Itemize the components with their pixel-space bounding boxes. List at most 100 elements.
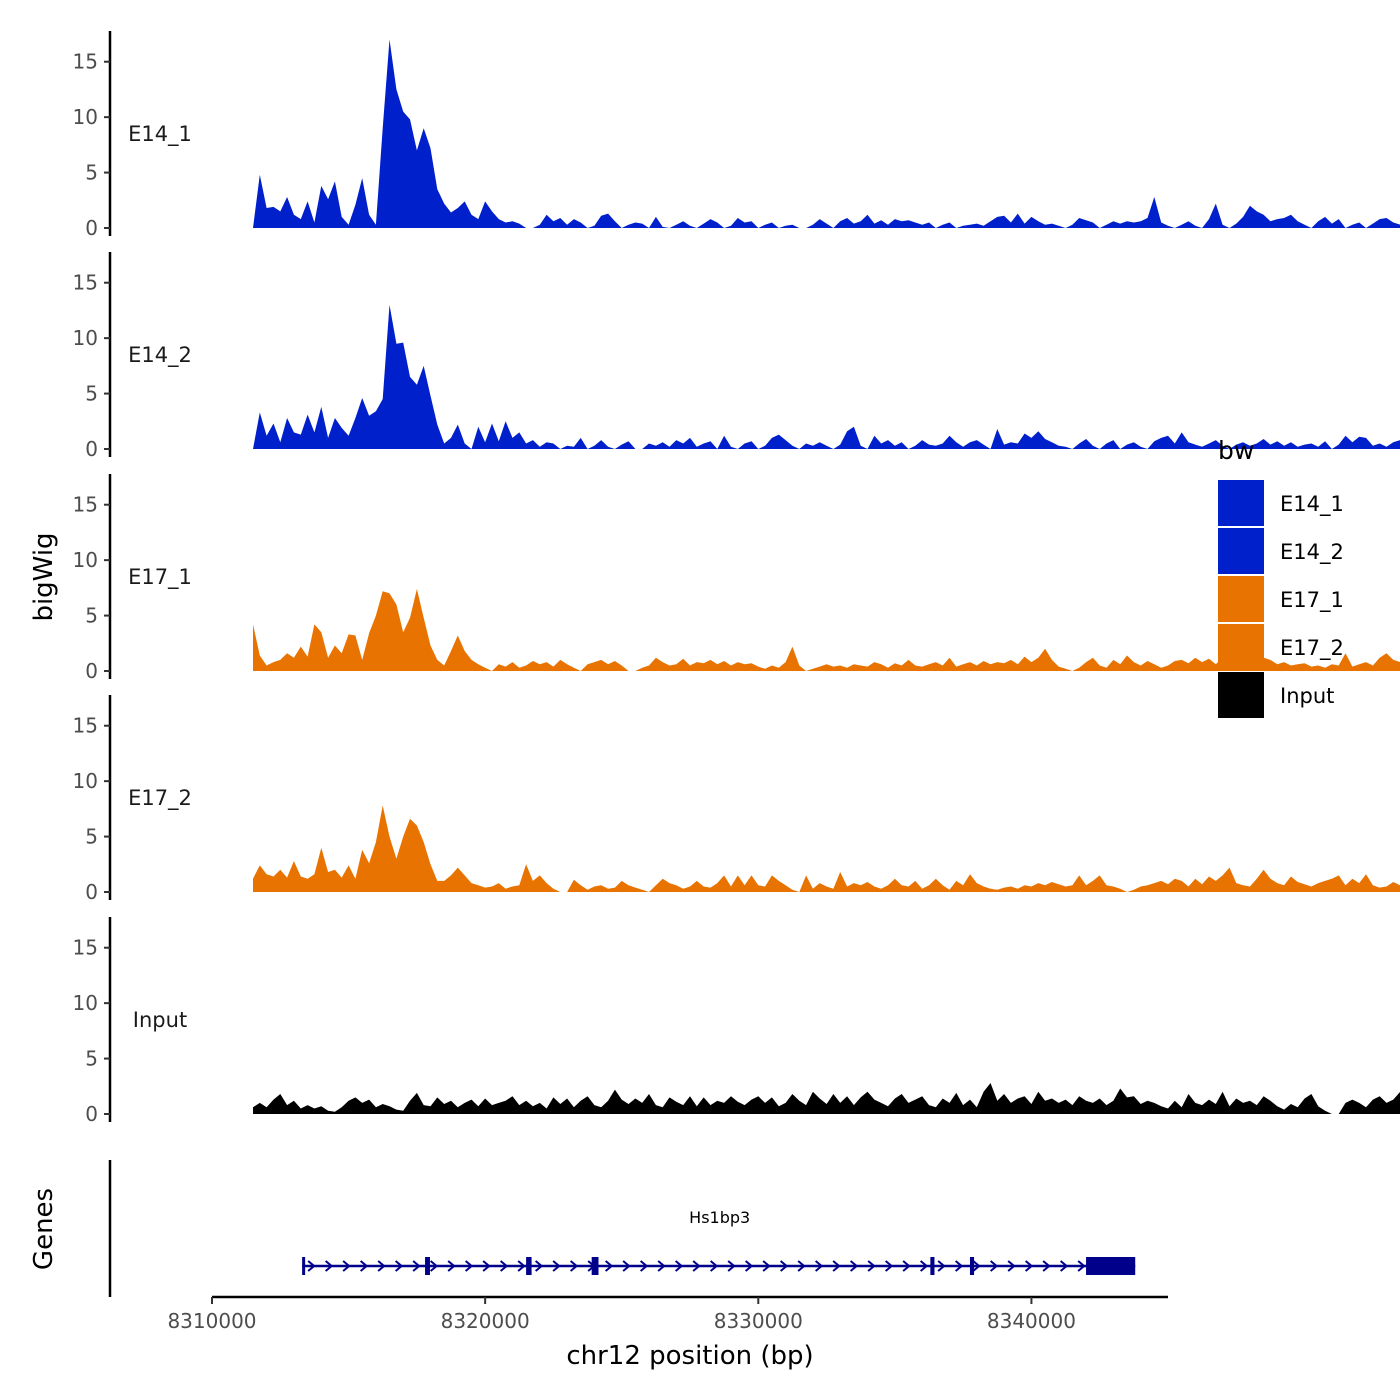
gene-label: Hs1bp3 <box>689 1208 750 1227</box>
y-tick-label: 15 <box>73 936 98 960</box>
y-tick-label: 0 <box>85 216 98 240</box>
y-tick-label: 0 <box>85 659 98 683</box>
strand-arrow-icon <box>1059 1260 1069 1272</box>
strand-arrow-icon <box>482 1260 491 1272</box>
strand-arrow-icon <box>814 1260 824 1272</box>
strand-arrow-icon <box>692 1260 701 1272</box>
strand-arrow-icon <box>1077 1260 1086 1272</box>
x-axis: 8310000 8320000 8330000 8340000 <box>167 1295 1168 1333</box>
legend-label: E14_1 <box>1280 492 1344 517</box>
strand-arrow-icon <box>797 1260 806 1272</box>
strand-arrow-icon <box>359 1260 369 1272</box>
x-axis-title: chr12 position (bp) <box>566 1341 813 1371</box>
track-label: Input <box>133 1008 187 1032</box>
x-tick-label: 8310000 <box>167 1309 256 1333</box>
genes-track: Hs1bp3 <box>108 1160 1136 1297</box>
legend-label: E17_1 <box>1280 588 1344 613</box>
signal-area <box>253 39 1400 228</box>
signal-area <box>253 1083 1400 1114</box>
strand-arrow-icon <box>604 1260 614 1272</box>
strand-arrow-icon <box>1042 1260 1051 1272</box>
strand-arrow-icon <box>394 1260 404 1272</box>
y-tick-label: 10 <box>73 991 98 1015</box>
gene-exon <box>969 1257 975 1275</box>
gene-exon <box>425 1257 430 1275</box>
strand-arrow-icon <box>832 1260 841 1272</box>
strand-arrow-icon <box>447 1260 456 1272</box>
strand-arrow-icon <box>1024 1260 1034 1272</box>
x-tick-label: 8320000 <box>441 1309 530 1333</box>
y-tick-label: 15 <box>73 271 98 295</box>
strand-arrow-icon <box>727 1260 736 1272</box>
legend-label: Input <box>1280 684 1334 708</box>
strand-arrow-icon <box>884 1260 894 1272</box>
track-e14-2: 0 5 10 15 E14_2 <box>73 252 1400 461</box>
strand-arrow-icon <box>762 1260 771 1272</box>
strand-arrow-icon <box>919 1260 929 1272</box>
legend-swatch <box>1218 672 1264 718</box>
track-input: 0 5 10 15 Input <box>73 917 1400 1126</box>
track-e17-2: 0 5 10 15 E17_2 <box>73 695 1400 904</box>
strand-arrow-icon <box>902 1260 911 1272</box>
strand-arrow-icon <box>412 1260 421 1272</box>
legend-swatch <box>1218 624 1264 670</box>
track-e14-1: 0 5 10 15 E14_1 <box>73 31 1400 240</box>
legend-swatch <box>1218 480 1264 526</box>
gene-exon <box>591 1257 599 1275</box>
track-e17-1: 0 5 10 15 E17_1 <box>73 474 1400 683</box>
gene-exon <box>930 1257 935 1275</box>
y-tick-label: 15 <box>73 714 98 738</box>
track-label: E17_1 <box>128 565 192 590</box>
genes-axis-title: Genes <box>29 1188 59 1270</box>
y-tick-label: 0 <box>85 437 98 461</box>
x-tick-label: 8340000 <box>987 1309 1076 1333</box>
gene-exon <box>526 1257 532 1275</box>
strand-arrow-icon <box>989 1260 999 1272</box>
strand-arrow-icon <box>517 1260 526 1272</box>
strand-arrow-icon <box>867 1260 876 1272</box>
legend-swatch <box>1218 528 1264 574</box>
strand-arrow-icon <box>464 1260 474 1272</box>
legend-label: E17_2 <box>1280 636 1344 661</box>
strand-arrow-icon <box>972 1260 981 1272</box>
strand-arrow-icon <box>849 1260 859 1272</box>
strand-arrow-icon <box>377 1260 386 1272</box>
strand-arrow-icon <box>342 1260 351 1272</box>
strand-arrow-icon <box>429 1260 439 1272</box>
strand-arrow-icon <box>657 1260 666 1272</box>
signal-area <box>253 805 1400 892</box>
strand-arrow-icon <box>307 1260 316 1272</box>
gene-exon <box>1086 1257 1136 1275</box>
y-tick-label: 5 <box>85 382 98 406</box>
strand-arrow-icon <box>674 1260 684 1272</box>
y-tick-label: 5 <box>85 825 98 849</box>
legend: bw E14_1 E14_2 E17_1 E17_2 Input <box>1218 436 1344 718</box>
y-tick-label: 10 <box>73 326 98 350</box>
strand-arrow-icon <box>534 1260 544 1272</box>
signal-area <box>253 589 1400 671</box>
y-tick-label: 5 <box>85 1047 98 1071</box>
x-tick-label: 8330000 <box>714 1309 803 1333</box>
track-label: E17_2 <box>128 786 192 811</box>
strand-arrow-icon <box>552 1260 561 1272</box>
strand-arrow-icon <box>954 1260 964 1272</box>
strand-arrow-icon <box>622 1260 631 1272</box>
legend-label: E14_2 <box>1280 540 1344 565</box>
strand-arrow-icon <box>709 1260 719 1272</box>
strand-arrow-icon <box>569 1260 579 1272</box>
strand-arrow-icon <box>324 1260 334 1272</box>
strand-arrow-icon <box>744 1260 754 1272</box>
y-tick-label: 15 <box>73 493 98 517</box>
y-tick-label: 10 <box>73 105 98 129</box>
legend-swatch <box>1218 576 1264 622</box>
y-tick-label: 0 <box>85 880 98 904</box>
bigwig-tracks: 0 5 10 15 E14_1 0 5 10 15 E14_2 0 5 10 15 E17_1 0 5 10 15 E… <box>73 31 1400 1126</box>
track-label: E14_1 <box>128 122 192 147</box>
gene-exon <box>302 1257 306 1275</box>
track-label: E14_2 <box>128 343 192 368</box>
strand-arrow-icon <box>1007 1260 1016 1272</box>
strand-arrow-icon <box>779 1260 789 1272</box>
y-tick-label: 15 <box>73 50 98 74</box>
y-tick-label: 0 <box>85 1102 98 1126</box>
y-tick-label: 10 <box>73 548 98 572</box>
